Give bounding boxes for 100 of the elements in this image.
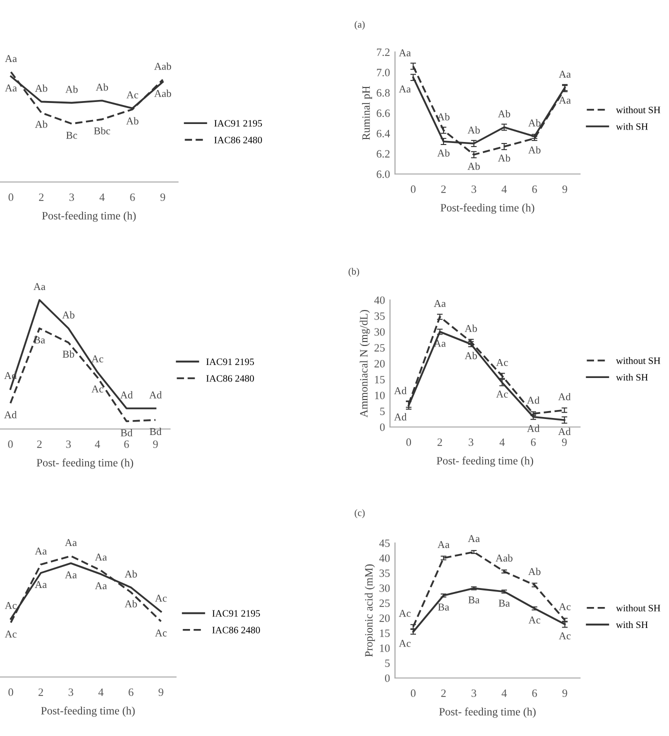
legend-label: IAC91 2195 [214,120,262,127]
x-tick-label: 9 [160,193,166,201]
y-tick-label: 0 [385,674,390,682]
annotation: Ad [527,396,540,404]
legend-label: without SH [616,604,660,612]
x-tick-label: 0 [410,689,416,697]
x-tick-label: 6 [530,438,536,446]
annotation: Bc [66,132,78,139]
annotation: Aa [94,582,107,590]
x-tick-label: 2 [39,193,44,201]
legend-label: with SH [616,374,648,381]
y-tick-label: 45 [379,540,390,547]
y-tick-label: 7.0 [376,68,390,76]
x-tick-label: 6 [130,193,135,201]
x-tick-label: 0 [410,185,416,193]
annotation: Ac [4,602,17,610]
annotation: Ac [398,610,411,617]
annotation: Aa [64,539,77,546]
y-tick-label: 5 [385,660,390,667]
annotation: Ad [120,391,133,398]
legend-label: without SH [616,106,660,114]
x-tick-label: 4 [94,440,100,448]
legend-label: without SH [616,357,660,364]
y-tick-label: 40 [374,296,385,304]
legend-label: with SH [616,621,648,628]
annotation: Aa [4,55,17,62]
x-tick-label: 3 [472,689,476,697]
annotation: Ab [498,110,510,118]
annotation: Ac [496,390,508,398]
annotation: Ab [528,146,540,154]
annotation: Ba [498,600,510,607]
annotation: Bbc [94,127,110,134]
annotation: Aa [558,70,571,78]
x-axis-title: Post-feeding time (h) [41,706,135,717]
x-tick-label: 4 [502,186,507,193]
x-axis-title: Post-feeding time (h) [42,212,136,222]
annotation: Ab [62,311,74,318]
y-tick-label: 6.2 [376,150,390,158]
annotation: Ad [558,392,571,400]
annotation: Aa [438,541,450,548]
annotation: Ab [126,117,138,125]
annotation: Ad [558,428,571,436]
x-tick-label: 4 [502,690,507,697]
annotation: Ac [4,630,17,638]
annotation: Ab [468,126,480,134]
legend-label: IAC91 2195 [212,610,260,617]
y-axis-title: Propionic acid (mM) [364,564,375,657]
annotation: Ab [468,162,480,170]
x-tick-label: 9 [158,688,164,696]
x-tick-label: 9 [153,440,158,448]
annotation: Ab [35,120,48,128]
y-tick-label: 40 [379,554,390,562]
y-tick-label: 25 [374,344,385,352]
x-tick-label: 4 [100,194,105,201]
y-tick-label: 6.6 [376,109,390,118]
y-tick-label: 10 [375,392,385,400]
x-axis-title: Post- feeding time (h) [436,456,534,467]
y-tick-label: 5 [380,408,385,416]
annotation: Ba [438,604,450,611]
annotation: Ac [155,629,167,636]
annotation: Aa [398,49,411,56]
annotation: Ac [92,386,104,393]
x-axis-title: Post- feeding time (h) [36,458,134,469]
y-tick-label: 35 [374,312,385,320]
y-tick-label: 30 [374,328,385,336]
annotation: Ad [394,386,407,394]
x-tick-label: 0 [406,438,412,446]
x-tick-label: 6 [128,688,134,696]
x-tick-label: 6 [532,185,537,193]
y-axis-title: Ammoniacal N (mg/dL) [360,310,370,418]
x-tick-label: 2 [438,438,442,446]
annotation: Ac [558,632,571,640]
annotation: Ac [496,359,508,366]
annotation: Ab [464,352,477,360]
annotation: Aa [558,96,571,104]
annotation: Ab [498,154,510,162]
annotation: Ad [149,391,162,398]
annotation: Ac [528,616,540,624]
annotation: Ab [528,568,540,576]
y-tick-label: 6.8 [376,89,390,97]
x-tick-label: 0 [8,688,14,696]
y-tick-label: 15 [375,376,385,384]
legend-label: IAC86 2480 [206,375,254,382]
annotation: Aab [154,62,172,70]
annotation: Ad [527,424,540,432]
annotation: Aa [34,581,47,588]
y-tick-label: 6.0 [376,170,390,178]
legend-label: IAC91 2195 [206,358,254,366]
annotation: Aa [94,554,107,561]
annotation: Ac [155,594,167,602]
annotation: Aa [64,571,77,578]
annotation: Aab [496,554,512,562]
y-axis-title: Ruminal pH [362,86,372,140]
x-tick-label: 3 [69,193,74,201]
x-tick-label: 0 [8,440,13,448]
y-tick-label: 25 [380,599,390,607]
legend-label: IAC86 2480 [214,136,262,144]
annotation: Bb [62,350,74,358]
x-tick-label: 4 [500,438,505,446]
x-tick-label: 3 [468,438,474,446]
